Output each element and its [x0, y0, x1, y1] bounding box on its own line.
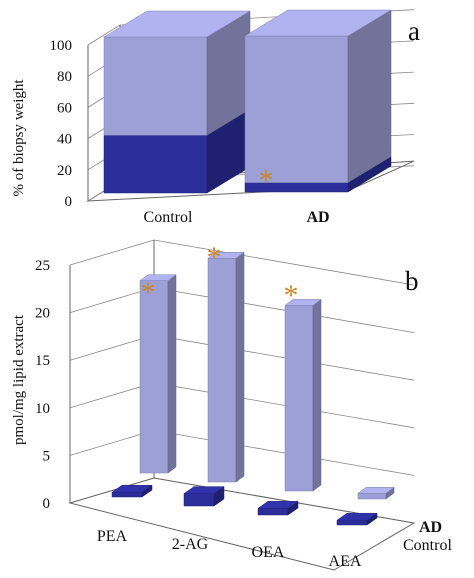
panel-b-annotation: *	[284, 279, 299, 312]
panel-b-bar-ad-pea-side	[167, 274, 177, 474]
panel-a-y-tick-label: 0	[65, 194, 73, 210]
panel-b-bar-ad-2-ag	[207, 251, 245, 483]
panel-b-category-label: OEA	[252, 544, 285, 561]
panel-a-y-tick-label: 60	[57, 100, 72, 116]
panel-a-y-tick-label: 80	[57, 69, 72, 85]
panel-b-bar-ad-2-ag-front	[207, 258, 237, 483]
panel-b-y-tick-label: 25	[35, 258, 50, 274]
panel-b-bar-ad-2-ag-top	[207, 252, 245, 259]
panel-a-bar-control-seg1-top	[103, 10, 251, 38]
panel-b-bar-ad-oea	[284, 298, 322, 492]
panel-b-y-ticks: 0 5 10 15 20 25	[35, 258, 50, 512]
panel-b-bars	[111, 251, 395, 526]
panel-a-bar-ad-seg1	[244, 9, 392, 184]
panel-b-bar-ad-oea-front	[284, 305, 314, 492]
panel-a-bar-control-seg0-front	[103, 135, 208, 194]
panel-a-y-tick-label: 40	[57, 132, 72, 148]
panel-b-bar-control-oea	[257, 500, 299, 516]
panel-a-bar-control-seg1	[103, 10, 251, 136]
panel-b-y-tick-label: 0	[43, 496, 51, 512]
panel-b-bar-ad-aea-front	[357, 493, 387, 500]
panel-a-bar-ad-seg1-side	[347, 9, 392, 184]
panel-b-y-tick-label: 5	[43, 448, 51, 464]
panel-a-bars	[103, 9, 392, 194]
panel-b-bar-control-pea-top	[111, 484, 153, 493]
panel-b-bar-control-2-ag-top	[183, 486, 225, 494]
panel-b-bar-ad-aea	[357, 486, 395, 500]
panel-b: 0 5 10 15 20 25 pmol/mg lipid extract PEA 2-A…	[11, 239, 452, 571]
panel-b-legend-ad: AD	[419, 519, 442, 536]
panel-b-bar-ad-2-ag-side	[235, 251, 245, 483]
panel-b-bar-ad-pea	[139, 274, 177, 474]
panel-b-y-axis-title: pmol/mg lipid extract	[11, 314, 27, 445]
panel-b-bar-control-2-ag	[183, 486, 225, 507]
panel-a-category-label: Control	[144, 209, 193, 226]
panel-a-letter: a	[408, 16, 420, 46]
panel-a: 0 20 40 60 80 100 % of biopsy weight Control …	[11, 9, 420, 226]
panel-a-bar-ad-seg1-front	[244, 35, 349, 183]
panel-a-bar-ad-seg1-top	[244, 9, 392, 37]
panel-a-bar-control-seg1-front	[103, 36, 208, 136]
panel-b-bar-control-2-ag-front	[183, 493, 215, 507]
panel-b-bar-ad-oea-top	[284, 299, 322, 306]
panel-b-y-tick-label: 15	[35, 353, 50, 369]
panel-b-bar-control-pea-front	[111, 491, 143, 498]
panel-b-annotation: *	[141, 276, 156, 309]
panel-b-bar-control-pea	[111, 484, 153, 498]
panel-a-annotation: *	[259, 164, 274, 197]
panel-b-category-label: PEA	[97, 528, 128, 545]
panel-b-bar-ad-aea-top	[357, 487, 395, 494]
panel-b-category-labels: PEA 2-AG OEA AEA	[97, 528, 362, 570]
panel-b-bar-control-aea-front	[336, 519, 368, 526]
panel-b-bar-control-oea-front	[257, 508, 289, 516]
panel-a-category-labels: Control AD	[144, 209, 330, 226]
panel-b-category-label: 2-AG	[172, 536, 209, 553]
panel-b-bar-control-aea	[336, 512, 378, 526]
panel-b-bar-ad-pea-front	[139, 280, 169, 474]
panel-a-y-ticks: 0 20 40 60 80 100	[50, 38, 73, 210]
panel-b-y-tick-label: 10	[35, 401, 50, 417]
panel-b-letter: b	[405, 266, 419, 296]
panel-b-bar-ad-oea-side	[312, 298, 322, 492]
panel-b-bar-ad-pea-top	[139, 274, 177, 281]
panel-a-category-label: AD	[306, 209, 329, 226]
panel-b-bar-control-oea-top	[257, 501, 299, 509]
panel-a-y-axis-title: % of biopsy weight	[11, 79, 27, 197]
panel-a-y-tick-label: 20	[57, 163, 72, 179]
panel-a-y-tick-label: 100	[50, 38, 73, 54]
panel-b-category-label: AEA	[329, 553, 362, 570]
panel-b-legend-control: Control	[403, 537, 452, 554]
panel-b-y-tick-label: 20	[35, 306, 50, 322]
panel-b-bar-control-aea-top	[336, 512, 378, 521]
panel-b-annotation: *	[207, 241, 222, 274]
